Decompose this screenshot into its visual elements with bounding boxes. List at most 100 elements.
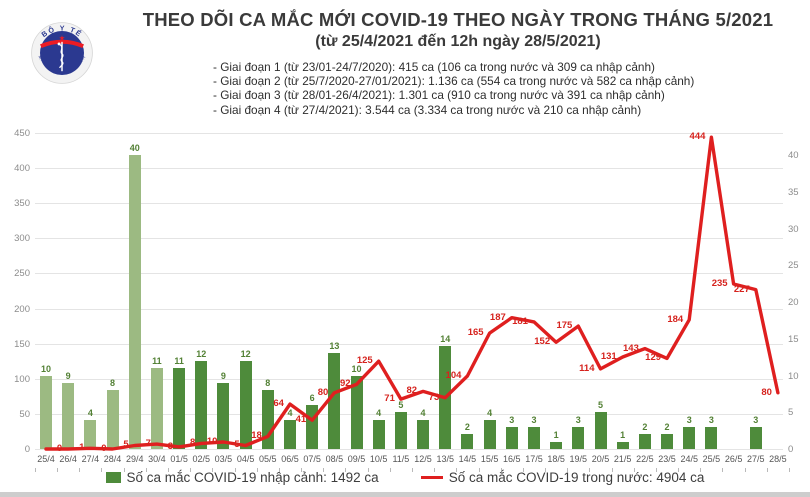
right-axis-label: 15 (788, 333, 799, 345)
bar-value-label: 9 (65, 370, 71, 381)
bar-value-label: 4 (420, 407, 426, 418)
line-value-label: 10 (206, 435, 218, 447)
x-axis-label: 02/5 (192, 454, 211, 464)
right-axis-label: 0 (788, 444, 794, 455)
line-value-label: 187 (489, 311, 506, 323)
x-axis-tick (34, 468, 36, 472)
line-value-label: 227 (733, 283, 750, 295)
x-axis-label: 23/5 (658, 454, 676, 464)
x-axis-tick (545, 468, 547, 472)
x-axis-tick (522, 468, 524, 472)
bar-08/5 (328, 353, 341, 449)
x-axis-label: 16/5 (503, 454, 521, 464)
x-axis-tick (456, 468, 458, 472)
bar-value-label: 11 (152, 356, 162, 367)
bar-05/5 (261, 390, 274, 449)
x-axis-label: 28/4 (103, 454, 122, 464)
bar-value-label: 2 (664, 422, 670, 433)
x-axis-label: 14/5 (458, 454, 477, 464)
line-value-label: 82 (406, 385, 418, 397)
gridline (35, 168, 783, 170)
x-axis-tick (567, 468, 569, 472)
x-axis-tick (79, 468, 81, 472)
x-axis-tick (367, 468, 369, 472)
right-axis-label: 25 (788, 260, 799, 272)
bar-value-label: 3 (686, 414, 692, 425)
x-axis-tick (655, 468, 657, 472)
line-value-label: 0 (101, 443, 107, 454)
bar-20/5 (594, 412, 607, 449)
bar-19/5 (572, 426, 585, 449)
bar-16/5 (505, 426, 518, 449)
x-axis-tick (345, 468, 347, 472)
line-value-label: 18 (251, 430, 262, 442)
bar-07/5 (306, 404, 319, 449)
line-value-label: 5 (234, 439, 240, 451)
left-axis-label: 50 (19, 408, 30, 420)
gridline (35, 133, 783, 134)
bar-value-label: 8 (110, 378, 116, 389)
phase-note-1: - Giai đoạn 1 (từ 23/01-24/7/2020): 415 … (213, 60, 655, 74)
ministry-of-health-logo: BỘ Y TẾ MINISTRY OF HEALTH ★ (31, 22, 93, 84)
x-axis-label: 25/5 (702, 454, 721, 464)
left-axis-label: 400 (14, 163, 30, 175)
bar-value-label: 3 (753, 414, 759, 425)
left-axis-label: 0 (24, 444, 30, 455)
x-axis-tick (478, 468, 480, 472)
bar-value-label: 1 (620, 429, 626, 440)
x-axis-tick (167, 468, 169, 472)
bar-23/5 (661, 434, 674, 449)
bar-11/5 (394, 412, 407, 449)
bar-29/4 (128, 155, 141, 449)
x-axis-tick (101, 468, 103, 472)
bar-value-label: 3 (509, 414, 515, 425)
x-axis-label: 15/5 (480, 454, 499, 464)
chart-title: THEO DÕI CA MẮC MỚI COVID-19 THEO NGÀY T… (142, 9, 774, 30)
x-axis-label: 26/4 (59, 454, 77, 464)
logo-snake (58, 43, 64, 69)
bar-value-label: 12 (240, 348, 251, 359)
legend-line-swatch-icon (420, 475, 443, 480)
line-value-label: 175 (556, 320, 573, 332)
x-axis-label: 25/4 (37, 454, 55, 464)
bar-24/5 (683, 426, 696, 449)
bar-value-label: 4 (487, 407, 493, 418)
x-axis-label: 26/5 (724, 454, 743, 464)
bar-value-label: 14 (440, 334, 451, 345)
x-axis-tick (145, 468, 147, 472)
left-axis-label: 300 (14, 233, 30, 245)
x-axis-label: 01/5 (170, 454, 188, 464)
right-axis-label: 10 (788, 370, 799, 382)
logo-star-icon: ★ (59, 34, 65, 43)
left-axis-label: 100 (14, 373, 30, 385)
left-axis-label: 250 (14, 268, 30, 280)
line-value-label: 129 (645, 352, 662, 364)
line-value-label: 152 (534, 336, 551, 348)
left-axis-label: 450 (14, 128, 30, 139)
x-axis-tick (190, 468, 192, 472)
bar-28/4 (106, 390, 119, 449)
legend-bar-swatch-icon (105, 472, 121, 483)
x-axis-label: 11/5 (392, 454, 410, 464)
line-value-label: 181 (512, 315, 528, 327)
gridline (35, 343, 783, 345)
x-axis-tick (411, 468, 413, 472)
bar-17/5 (527, 426, 540, 449)
x-axis-label: 20/5 (591, 454, 610, 464)
bar-value-label: 3 (708, 414, 714, 425)
line-value-label: 444 (689, 131, 706, 143)
bar-value-label: 12 (196, 348, 207, 359)
line-value-label: 125 (356, 355, 373, 367)
x-axis-tick (256, 468, 258, 472)
bar-22/5 (638, 434, 651, 449)
line-value-label: 165 (467, 327, 484, 339)
x-axis-label: 05/5 (259, 454, 277, 464)
right-axis-label: 20 (788, 297, 799, 308)
line-value-label: 64 (273, 398, 284, 410)
bar-value-label: 5 (398, 400, 404, 411)
x-axis-tick (500, 468, 502, 472)
x-axis-label: 27/5 (746, 454, 765, 464)
left-axis-label: 350 (14, 198, 30, 210)
gridline (35, 413, 783, 415)
x-axis-tick (633, 468, 635, 472)
